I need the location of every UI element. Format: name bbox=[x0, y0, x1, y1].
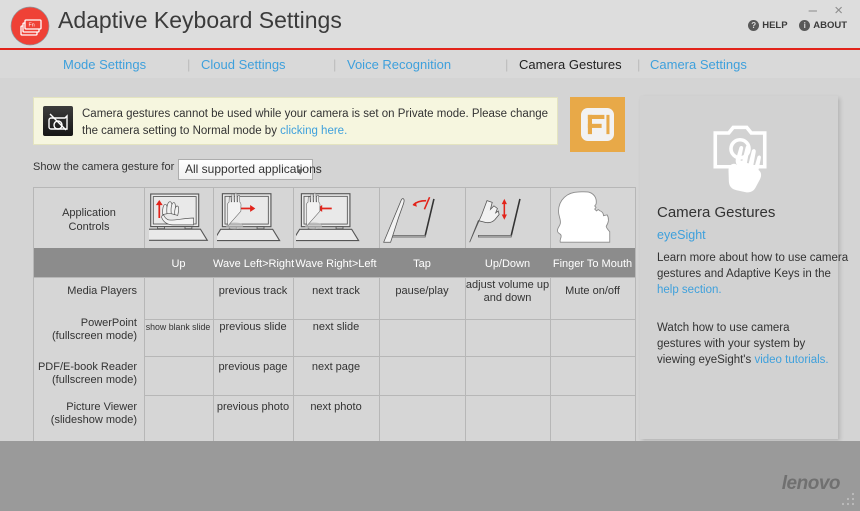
svg-text:Fn: Fn bbox=[29, 22, 35, 28]
